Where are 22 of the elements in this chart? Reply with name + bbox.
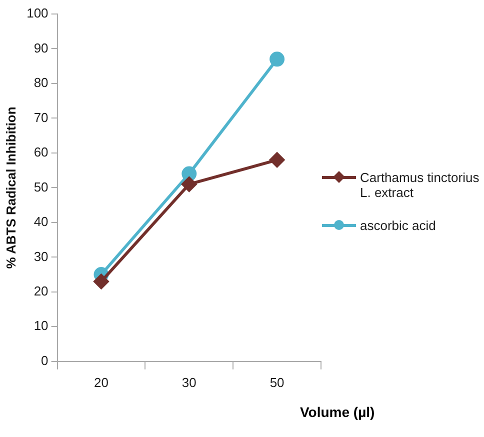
legend-label: Carthamus tinctorius L. extract	[360, 170, 480, 200]
y-tick-label: 70	[34, 110, 48, 125]
y-tick-label: 80	[34, 75, 48, 90]
x-tick-label: 20	[94, 374, 108, 390]
y-tick-label: 20	[34, 284, 48, 298]
x-axis-title: Volume (µl)	[300, 404, 375, 420]
y-tick-label: 30	[34, 248, 48, 264]
point	[270, 152, 285, 168]
y-axis-title: % ABTS Radical Inhibition	[3, 106, 18, 269]
y-tick-label: 0	[41, 352, 48, 368]
y-tick-label: 50	[34, 179, 48, 194]
point	[270, 52, 285, 67]
x-tick-label: 50	[270, 374, 284, 390]
y-tick-label: 40	[34, 214, 48, 230]
point	[182, 176, 197, 192]
legend-label: ascorbic acid	[360, 218, 436, 233]
point	[94, 274, 109, 289]
y-tick-label: 100	[26, 6, 48, 21]
y-tick-label: 10	[34, 318, 48, 334]
x-tick-label: 30	[182, 374, 196, 390]
y-tick-label: 90	[34, 40, 48, 56]
y-tick-label: 60	[34, 144, 48, 160]
